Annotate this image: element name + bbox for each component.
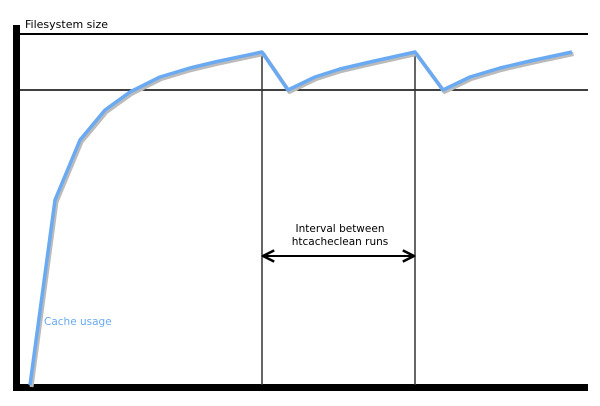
cache-usage-shadow — [29, 52, 574, 388]
cache-usage-line — [28, 50, 573, 386]
interval-label-line2: htcacheclean runs — [292, 236, 389, 248]
cache-usage-label: Cache usage — [44, 316, 112, 328]
x-axis — [13, 384, 588, 391]
y-axis-label: Filesystem size — [25, 18, 108, 31]
interval-label-line1: Interval between — [296, 223, 385, 235]
y-axis — [13, 25, 20, 391]
